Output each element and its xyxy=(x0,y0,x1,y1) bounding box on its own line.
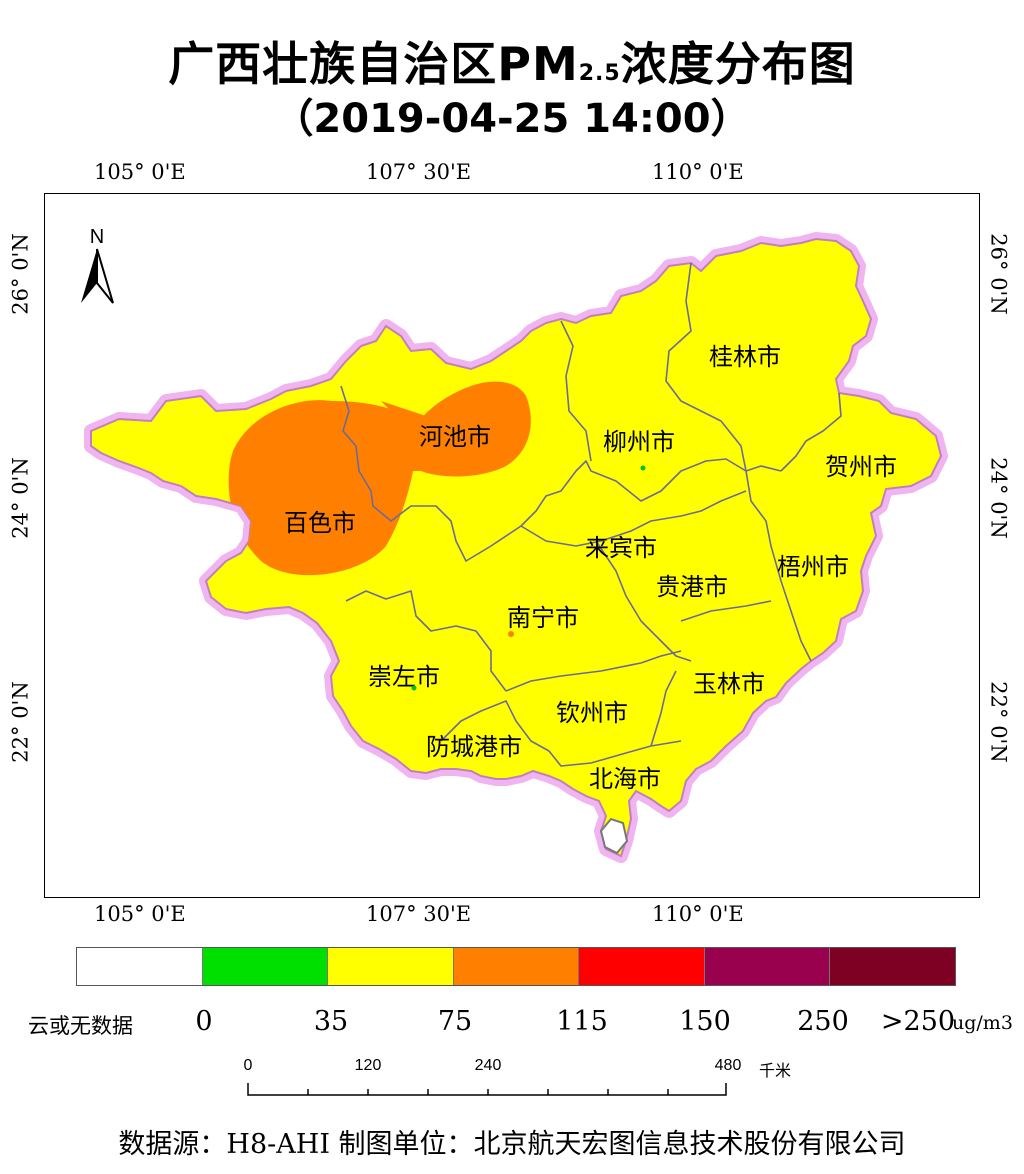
map-canvas: N 桂林市 河池市 柳州市 贺州市 百色市 来宾市 梧州市 贵港市 南宁市 崇左… xyxy=(81,226,948,863)
legend-nodata-label: 云或无数据 xyxy=(28,1014,133,1038)
city-label-guilin: 桂林市 xyxy=(709,343,781,371)
lat-label-right-1: 26° 0'N xyxy=(986,233,1011,315)
city-label-hechi: 河池市 xyxy=(419,423,491,451)
legend-cell-150-250 xyxy=(704,948,831,985)
city-label-fangchenggang: 防城港市 xyxy=(426,733,522,761)
lat-label-right-3: 22° 0'N xyxy=(986,681,1011,763)
city-label-chongzuo: 崇左市 xyxy=(368,663,440,691)
city-label-beihai: 北海市 xyxy=(589,765,661,793)
legend-cell-over-250 xyxy=(830,948,956,985)
scale-unit: 千米 xyxy=(758,1063,792,1080)
lon-label-top-1: 105° 0'E xyxy=(94,160,186,184)
legend-label: >250 xyxy=(880,1006,956,1037)
color-legend xyxy=(76,947,956,986)
north-arrow-icon: N xyxy=(81,226,114,304)
district-boundaries xyxy=(340,262,842,767)
lat-label-right-2: 24° 0'N xyxy=(986,457,1011,539)
station-dot-chongzuo xyxy=(411,685,417,691)
legend-cell-115-150 xyxy=(579,948,705,985)
map-subtitle-time: （2019-04-25 14:00） xyxy=(273,96,751,142)
legend-cell-nodata xyxy=(77,948,203,985)
city-label-baise: 百色市 xyxy=(284,509,356,537)
hotspot-baise-hechi xyxy=(228,381,531,576)
lon-label-bottom-2: 107° 30'E xyxy=(366,902,472,926)
province-fill xyxy=(90,237,943,858)
data-source-footer: 数据源：H8-AHI 制图单位：北京航天宏图信息技术股份有限公司 xyxy=(118,1129,906,1160)
station-dot-liuzhou xyxy=(640,465,646,471)
map-title: 广西壮族自治区PM2.5浓度分布图 xyxy=(168,37,856,91)
lat-label-left-3: 22° 0'N xyxy=(8,681,33,763)
legend-cell-0-35 xyxy=(202,948,329,985)
legend-cell-35-75 xyxy=(328,948,454,985)
lon-label-bottom-3: 110° 0'E xyxy=(652,902,744,926)
city-label-laibin: 来宾市 xyxy=(585,534,657,562)
legend-label: 35 xyxy=(313,1006,349,1037)
city-label-hezhou: 贺州市 xyxy=(825,453,897,481)
lon-label-top-2: 107° 30'E xyxy=(366,160,472,184)
city-label-liuzhou: 柳州市 xyxy=(603,428,675,456)
legend-label: 0 xyxy=(195,1006,213,1037)
city-label-wuzhou: 梧州市 xyxy=(777,553,849,581)
legend-label: 150 xyxy=(679,1006,731,1037)
map-frame: N 桂林市 河池市 柳州市 贺州市 百色市 来宾市 梧州市 贵港市 南宁市 崇左… xyxy=(44,193,980,898)
legend-label: 250 xyxy=(797,1006,849,1037)
station-dot-nanning xyxy=(508,631,514,637)
legend-label: 115 xyxy=(556,1006,608,1037)
weizhou-island xyxy=(599,817,629,855)
legend-label: 75 xyxy=(437,1006,473,1037)
pm25-hotspot-layer xyxy=(228,381,531,576)
scale-label-240: 240 xyxy=(474,1057,502,1074)
lat-label-left-1: 26° 0'N xyxy=(8,233,33,315)
lat-label-left-2: 24° 0'N xyxy=(8,457,33,539)
scale-label-0: 0 xyxy=(243,1057,253,1074)
city-label-yulin: 玉林市 xyxy=(693,670,765,698)
city-label-qinzhou: 钦州市 xyxy=(556,699,628,727)
city-label-guigang: 贵港市 xyxy=(656,573,728,601)
lon-label-top-3: 110° 0'E xyxy=(652,160,744,184)
hotspot-streak xyxy=(381,401,431,426)
legend-cell-75-115 xyxy=(453,948,580,985)
legend-unit: ug/m3 xyxy=(952,1012,1013,1034)
north-label: N xyxy=(90,226,104,248)
scale-label-120: 120 xyxy=(354,1057,382,1074)
city-label-nanning: 南宁市 xyxy=(507,604,579,632)
scale-bar xyxy=(247,1083,727,1096)
lon-label-bottom-1: 105° 0'E xyxy=(94,902,186,926)
scale-label-480: 480 xyxy=(714,1057,742,1074)
